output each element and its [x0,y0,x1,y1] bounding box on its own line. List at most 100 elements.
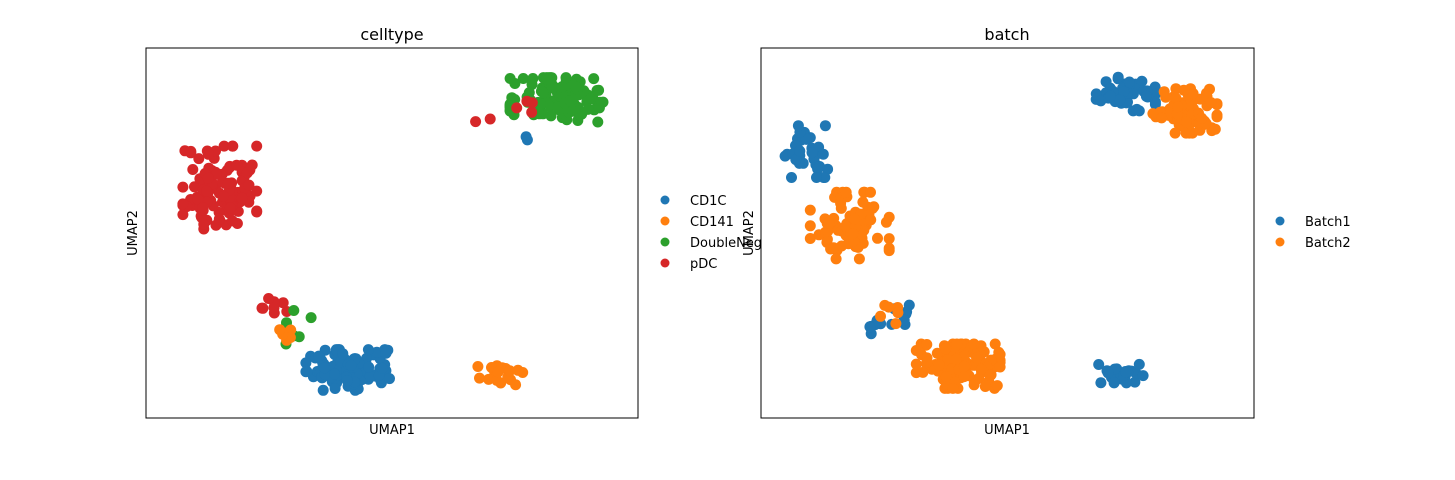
scatter-point-batch2 [828,242,840,254]
batch-legend: Batch1 Batch2 [1275,215,1351,251]
scatter-point-batch1 [898,314,910,326]
scatter-point-batch2 [830,253,842,265]
scatter-point-batch2 [1178,84,1190,96]
scatter-point-cd1c [329,383,341,394]
scatter-point-cd1c [384,373,395,385]
scatter-point-pdc [526,106,538,118]
scatter-point-cd141 [274,324,286,336]
batch-xlabel: UMAP1 [984,423,1030,438]
scatter-point-doubleneg [535,98,546,110]
scatter-point-cd141 [510,379,522,391]
scatter-point-doubleneg [588,73,600,85]
legend-label-batch2: Batch2 [1305,236,1351,251]
scatter-point-batch2 [989,338,1001,350]
scatter-point-batch1 [864,321,876,333]
scatter-point-batch2 [883,242,895,254]
scatter-point-doubleneg [504,73,516,84]
scatter-point-cd1c [364,370,376,382]
scatter-point-batch2 [857,196,869,208]
scatter-point-batch1 [806,147,818,159]
legend-marker-doubleneg [660,237,670,247]
scatter-point-batch2 [921,356,933,368]
scatter-point-batch2 [917,366,929,378]
scatter-point-pdc [227,140,239,152]
scatter-point-batch2 [804,233,816,244]
batch-points [779,71,1223,394]
scatter-point-batch1 [819,120,831,132]
scatter-point-batch1 [1133,105,1145,117]
scatter-point-batch2 [875,310,886,322]
scatter-point-batch2 [931,347,943,359]
scatter-point-cd1c [521,134,533,146]
scatter-point-pdc [236,192,248,204]
scatter-point-pdc [187,164,199,175]
celltype-xlabel: UMAP1 [369,423,415,438]
scatter-point-batch2 [890,318,902,330]
scatter-point-batch1 [812,163,824,175]
scatter-point-batch1 [790,154,802,166]
scatter-point-batch1 [1093,359,1105,370]
scatter-point-pdc [197,202,209,214]
scatter-point-pdc [222,177,234,189]
scatter-point-batch1 [1136,75,1148,87]
celltype-points [177,72,609,396]
scatter-point-pdc [198,218,210,230]
scatter-point-batch2 [1169,127,1181,139]
scatter-point-doubleneg [565,95,576,107]
scatter-point-batch2 [1172,101,1184,113]
scatter-point-pdc [277,297,289,309]
scatter-point-batch1 [794,145,806,157]
scatter-point-batch2 [958,371,970,383]
scatter-point-pdc [213,213,225,225]
scatter-point-batch1 [792,120,804,132]
scatter-point-pdc [251,140,263,152]
scatter-point-batch1 [1140,90,1152,102]
batch-axes-frame [760,47,1255,419]
scatter-point-cd141 [512,364,524,376]
scatter-point-batch2 [1180,116,1192,128]
scatter-point-cd1c [319,362,331,374]
scatter-point-doubleneg [517,73,529,84]
scatter-point-batch2 [1156,112,1168,124]
scatter-point-batch2 [849,213,861,225]
scatter-point-pdc [193,153,205,165]
scatter-point-doubleneg [523,87,535,99]
scatter-point-batch1 [1133,358,1145,370]
scatter-point-doubleneg [506,92,518,104]
scatter-point-cd1c [317,384,329,396]
legend-label-batch1: Batch1 [1305,215,1351,230]
scatter-point-batch2 [968,379,980,391]
scatter-point-cd1c [300,357,312,369]
scatter-point-doubleneg [535,85,547,97]
legend-marker-batch2 [1275,237,1285,247]
scatter-point-batch2 [1211,111,1223,123]
scatter-point-batch1 [817,148,829,160]
scatter-point-pdc [470,116,482,128]
scatter-point-batch1 [1129,376,1141,388]
scatter-point-batch1 [1102,367,1114,379]
scatter-point-batch2 [853,253,865,265]
scatter-point-pdc [251,206,263,218]
scatter-point-pdc [526,97,538,109]
scatter-point-batch1 [1104,90,1116,102]
scatter-point-doubleneg [545,110,557,122]
scatter-point-batch1 [1118,86,1130,98]
legend-marker-batch1 [1275,216,1285,226]
scatter-point-batch2 [1147,108,1159,120]
scatter-point-doubleneg [593,102,605,114]
scatter-point-batch2 [1170,92,1182,104]
scatter-point-cd141 [474,372,485,384]
scatter-point-batch2 [991,380,1003,392]
scatter-point-cd1c [380,347,392,359]
scatter-point-batch2 [1187,88,1199,99]
celltype-ylabel: UMAP2 [126,210,141,256]
scatter-point-batch2 [883,233,895,245]
scatter-point-pdc [218,140,230,152]
scatter-point-batch2 [865,186,876,198]
scatter-point-batch1 [1095,377,1107,389]
scatter-point-pdc [224,202,236,214]
scatter-point-doubleneg [591,85,603,96]
scatter-point-pdc [257,302,269,314]
scatter-point-cd1c [363,361,375,373]
scatter-point-batch2 [892,307,904,319]
